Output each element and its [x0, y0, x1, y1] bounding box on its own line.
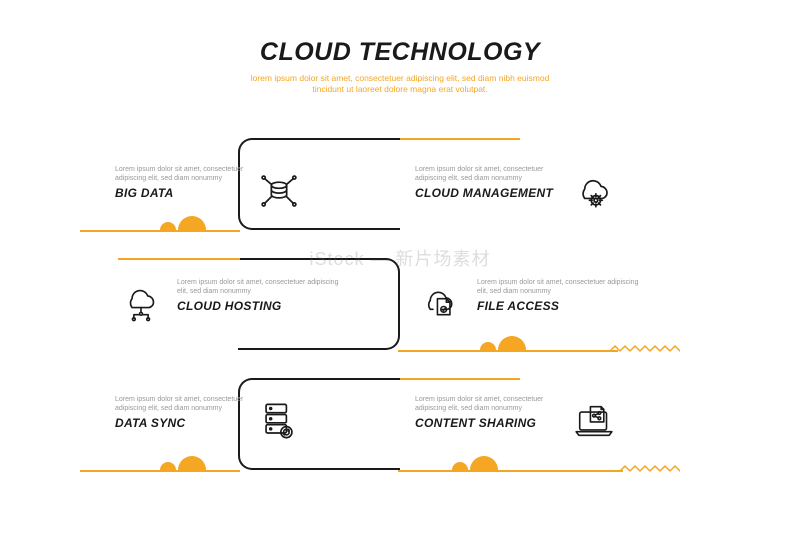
accent-line — [400, 378, 520, 380]
item-blurb: Lorem ipsum dolor sit amet, consectetuer… — [415, 165, 560, 183]
cloud-bump-icon — [178, 456, 206, 470]
infographic-canvas: CLOUD TECHNOLOGY lorem ipsum dolor sit a… — [0, 0, 800, 560]
accent-line — [400, 138, 520, 140]
item-blurb: Lorem ipsum dolor sit amet, consectetuer… — [177, 278, 340, 296]
accent-line — [118, 258, 240, 260]
cloud-nodes-icon — [115, 278, 167, 330]
cloud-bump-icon — [470, 456, 498, 470]
cloud-gear-icon — [568, 165, 620, 217]
accent-line — [80, 230, 240, 232]
item-cloud-management: Lorem ipsum dolor sit amet, consectetuer… — [415, 165, 620, 217]
item-label: CONTENT SHARING — [415, 416, 560, 430]
database-network-icon — [253, 165, 305, 217]
item-label: BIG DATA — [115, 186, 245, 200]
zigzag-accent — [620, 465, 680, 473]
zigzag-accent — [610, 345, 680, 353]
cloud-bump-icon — [160, 462, 176, 470]
accent-line — [398, 350, 618, 352]
page-subtitle: lorem ipsum dolor sit amet, consectetuer… — [240, 73, 560, 96]
page-title: CLOUD TECHNOLOGY — [0, 38, 800, 67]
item-label: FILE ACCESS — [477, 299, 640, 313]
item-content-sharing: Lorem ipsum dolor sit amet, consectetuer… — [415, 395, 620, 447]
cloud-bump-icon — [452, 462, 468, 470]
item-label: CLOUD MANAGEMENT — [415, 186, 560, 200]
cloud-file-check-icon — [415, 278, 467, 330]
cloud-bump-icon — [178, 216, 206, 230]
cloud-bump-icon — [498, 336, 526, 350]
accent-line — [398, 470, 623, 472]
item-file-access: Lorem ipsum dolor sit amet, consectetuer… — [415, 278, 640, 330]
item-label: CLOUD HOSTING — [177, 299, 340, 313]
item-blurb: Lorem ipsum dolor sit amet, consectetuer… — [477, 278, 640, 296]
accent-line — [80, 470, 240, 472]
cloud-bump-icon — [480, 342, 496, 350]
item-blurb: Lorem ipsum dolor sit amet, consectetuer… — [115, 165, 245, 183]
item-big-data: Lorem ipsum dolor sit amet, consectetuer… — [115, 165, 305, 217]
cloud-bump-icon — [160, 222, 176, 230]
item-label: DATA SYNC — [115, 416, 245, 430]
item-blurb: Lorem ipsum dolor sit amet, consectetuer… — [415, 395, 560, 413]
item-blurb: Lorem ipsum dolor sit amet, consectetuer… — [115, 395, 245, 413]
laptop-share-icon — [568, 395, 620, 447]
header: CLOUD TECHNOLOGY lorem ipsum dolor sit a… — [0, 0, 800, 96]
item-data-sync: Lorem ipsum dolor sit amet, consectetuer… — [115, 395, 305, 447]
item-cloud-hosting: Lorem ipsum dolor sit amet, consectetuer… — [115, 278, 340, 330]
server-sync-icon — [253, 395, 305, 447]
